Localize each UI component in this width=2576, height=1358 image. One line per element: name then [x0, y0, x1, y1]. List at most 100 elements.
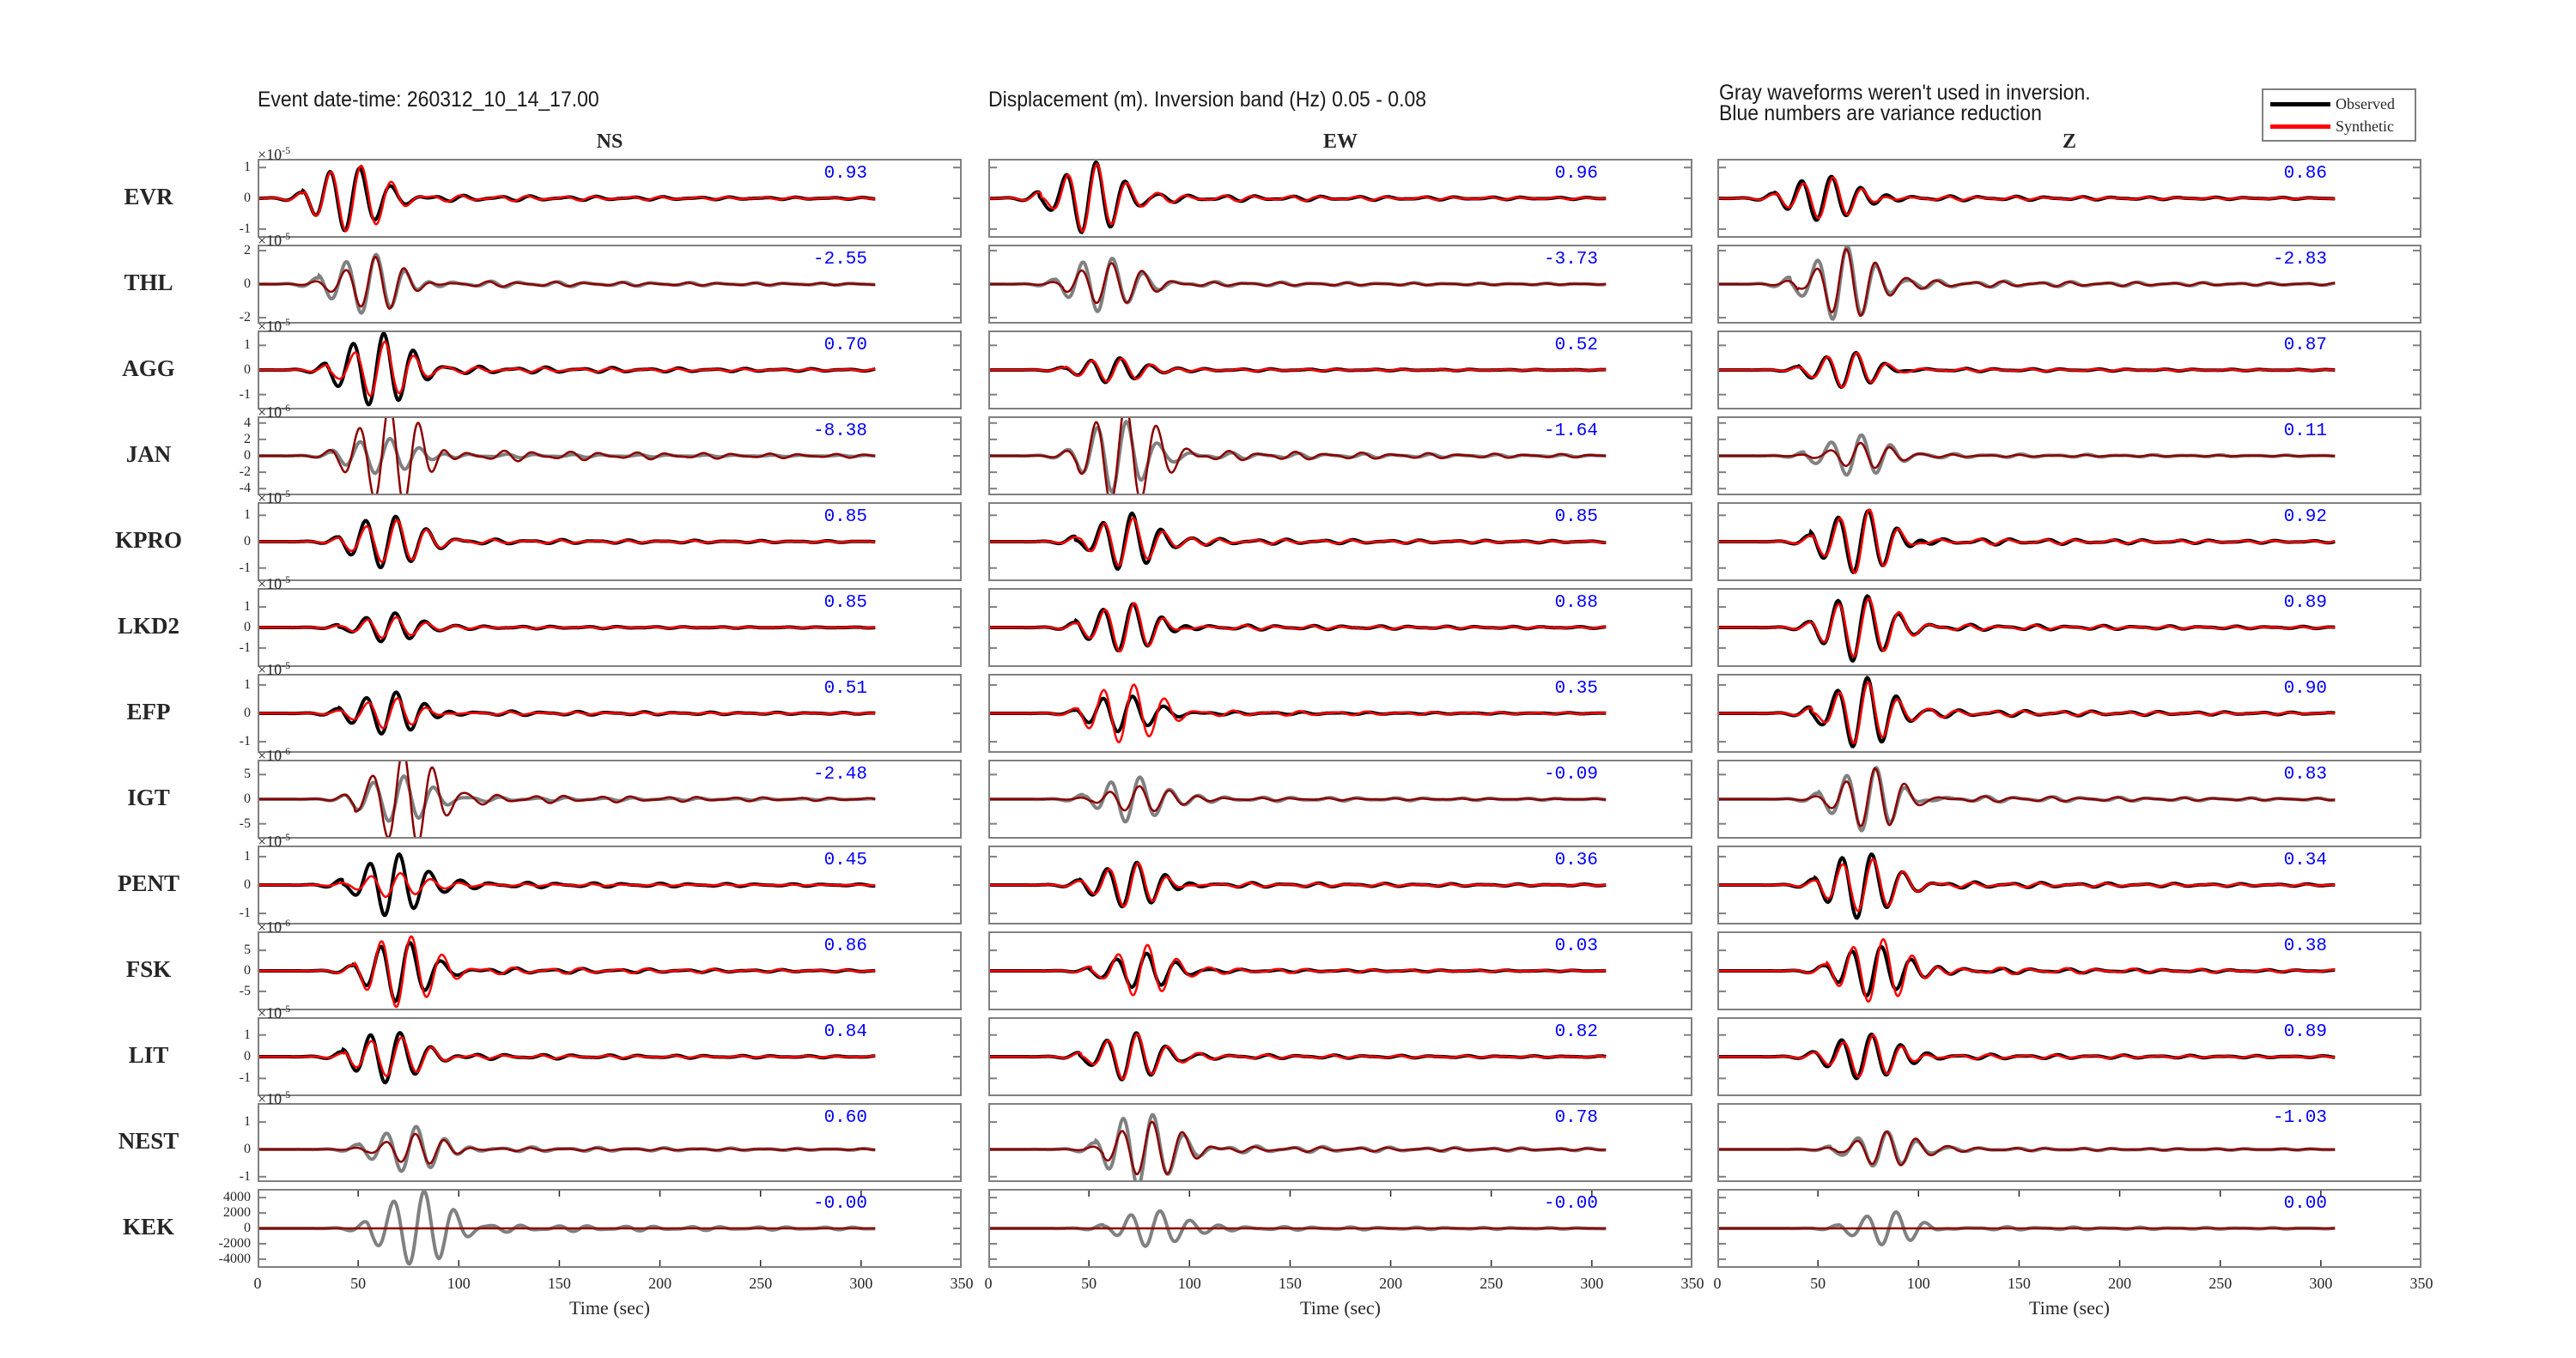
- panel-frame: [258, 416, 962, 495]
- x-tick-label: 0: [253, 1275, 262, 1292]
- waveform-panel: 0.89: [1717, 588, 2421, 667]
- variance-reduction-value: 0.93: [823, 164, 867, 184]
- waveform-panel: 0.85 1 0 -1: [240, 588, 962, 667]
- variance-reduction-value: 0.51: [823, 679, 867, 699]
- panel-frame: [1717, 1189, 2421, 1268]
- waveform-panel: -1.03: [1717, 1103, 2421, 1182]
- station-label: KEK: [122, 1214, 174, 1240]
- y-tick-label: -4: [239, 481, 251, 496]
- waveform-panel: 0.34: [1717, 846, 2421, 925]
- panel-frame: [1717, 1017, 2421, 1096]
- variance-reduction-value: 0.35: [1554, 679, 1598, 699]
- y-tick-label: 4: [244, 415, 251, 430]
- synthetic-trace: [258, 255, 876, 310]
- exponent-value: -6: [282, 402, 291, 414]
- observed-trace: [258, 436, 876, 476]
- panel-frame: [1717, 1103, 2421, 1182]
- y-tick-label: 0: [244, 191, 251, 205]
- station-label: LKD2: [117, 613, 179, 639]
- synthetic-trace: [258, 164, 876, 233]
- y-tick-label: -4000: [218, 1251, 251, 1266]
- y-tick-label: 1: [244, 848, 251, 864]
- panel-frame: [988, 1103, 1692, 1182]
- waveform-panel: 0.84 1 0 -1: [240, 1017, 962, 1096]
- y-tick-label: 0: [244, 1141, 251, 1156]
- waveform-panel: -0.09: [988, 760, 1692, 839]
- y-exponent-label: ×10-5: [258, 1088, 291, 1107]
- variance-reduction-value: -0.00: [1543, 1194, 1598, 1214]
- y-tick-label: 0: [244, 791, 251, 806]
- legend-item-synthetic: Synthetic: [2270, 118, 2394, 136]
- y-tick-label: 0: [244, 276, 251, 291]
- y-tick-label: 4000: [223, 1190, 251, 1205]
- inversion-band-label: Displacement (m). Inversion band (Hz) 0.…: [988, 88, 1427, 112]
- waveform-plot: [258, 935, 962, 1009]
- y-tick-label: -1: [239, 734, 251, 749]
- panel-frame: [1717, 502, 2421, 581]
- x-tick-label: 350: [2409, 1275, 2433, 1292]
- y-tick-label: 0: [244, 534, 251, 549]
- waveform-panel: 0.78: [988, 1103, 1692, 1182]
- x-tick-label: 100: [1906, 1275, 1930, 1292]
- waveform-panel: 0.87: [1717, 330, 2421, 409]
- waveform-panel: 0.82: [988, 1017, 1692, 1096]
- synthetic-trace: [1717, 597, 2336, 658]
- panel-frame: [1717, 674, 2421, 753]
- panel-frame: [988, 674, 1692, 753]
- synthetic-trace: [1717, 351, 2336, 389]
- variance-reduction-value: -2.48: [812, 765, 867, 785]
- synthetic-trace: [258, 615, 876, 640]
- synthetic-trace: [988, 162, 1607, 233]
- x-tick-label: 200: [648, 1275, 672, 1292]
- panel-frame: [988, 1189, 1692, 1268]
- variance-reduction-value: 0.52: [1554, 336, 1598, 355]
- exponent-value: -5: [282, 573, 291, 585]
- y-tick-label: -5: [239, 983, 251, 998]
- panel-frame: [1717, 760, 2421, 839]
- variance-reduction-value: 0.83: [2283, 765, 2327, 785]
- waveform-plot: [258, 683, 962, 743]
- station-label: AGG: [122, 355, 175, 381]
- synthetic-trace: [258, 518, 876, 563]
- synthetic-trace: [1717, 508, 2336, 574]
- waveform-panel: 0.36: [988, 846, 1692, 925]
- variance-reduction-value: 0.78: [1554, 1108, 1598, 1128]
- waveform-panel: 0.35: [988, 674, 1692, 753]
- variance-reduction-value: 0.38: [2283, 937, 2327, 956]
- y-exponent-label: ×10-5: [258, 144, 291, 163]
- variance-reduction-value: -2.55: [812, 250, 867, 270]
- y-tick-label: -1: [239, 386, 251, 402]
- waveform-plot: [258, 1189, 962, 1268]
- waveform-plot: [988, 1112, 1692, 1182]
- station-label: NEST: [118, 1128, 179, 1154]
- y-tick-label: 0: [244, 877, 251, 892]
- variance-reduction-value: 0.60: [823, 1108, 867, 1128]
- x-tick-label: 250: [2208, 1275, 2233, 1292]
- variance-reduction-value: -1.03: [2272, 1108, 2327, 1128]
- synthetic-trace: [1717, 767, 2336, 828]
- x-tick-label: 250: [749, 1275, 773, 1292]
- synthetic-trace: [988, 602, 1607, 653]
- panel-frame: [1717, 588, 2421, 667]
- x-tick-label: 300: [2309, 1275, 2333, 1292]
- event-datetime-label: Event date-time: 260312_10_14_17.00: [258, 88, 599, 112]
- waveform-panel: -3.73: [988, 245, 1692, 324]
- waveform-panel: 0.93 1 0 -1: [240, 159, 962, 238]
- variance-reduction-value: 0.45: [823, 851, 867, 870]
- variance-reduction-value: 0.34: [2283, 851, 2327, 870]
- synthetic-trace: [258, 871, 876, 899]
- panel-frame: [258, 1103, 962, 1182]
- synthetic-trace: [258, 340, 876, 397]
- station-label: FSK: [125, 956, 172, 982]
- waveform-panel: 0.11: [1717, 416, 2421, 495]
- variance-reduction-value: -8.38: [812, 421, 867, 441]
- synthetic-trace: [988, 785, 1607, 813]
- waveform-plot: [988, 1189, 1692, 1268]
- y-tick-label: 1: [244, 337, 251, 353]
- y-tick-label: 1: [244, 1027, 251, 1042]
- y-exponent-label: ×10-5: [258, 316, 291, 335]
- y-tick-label: 5: [244, 943, 251, 958]
- variance-reduction-value: 0.96: [1554, 164, 1598, 184]
- synthetic-trace: [258, 760, 876, 839]
